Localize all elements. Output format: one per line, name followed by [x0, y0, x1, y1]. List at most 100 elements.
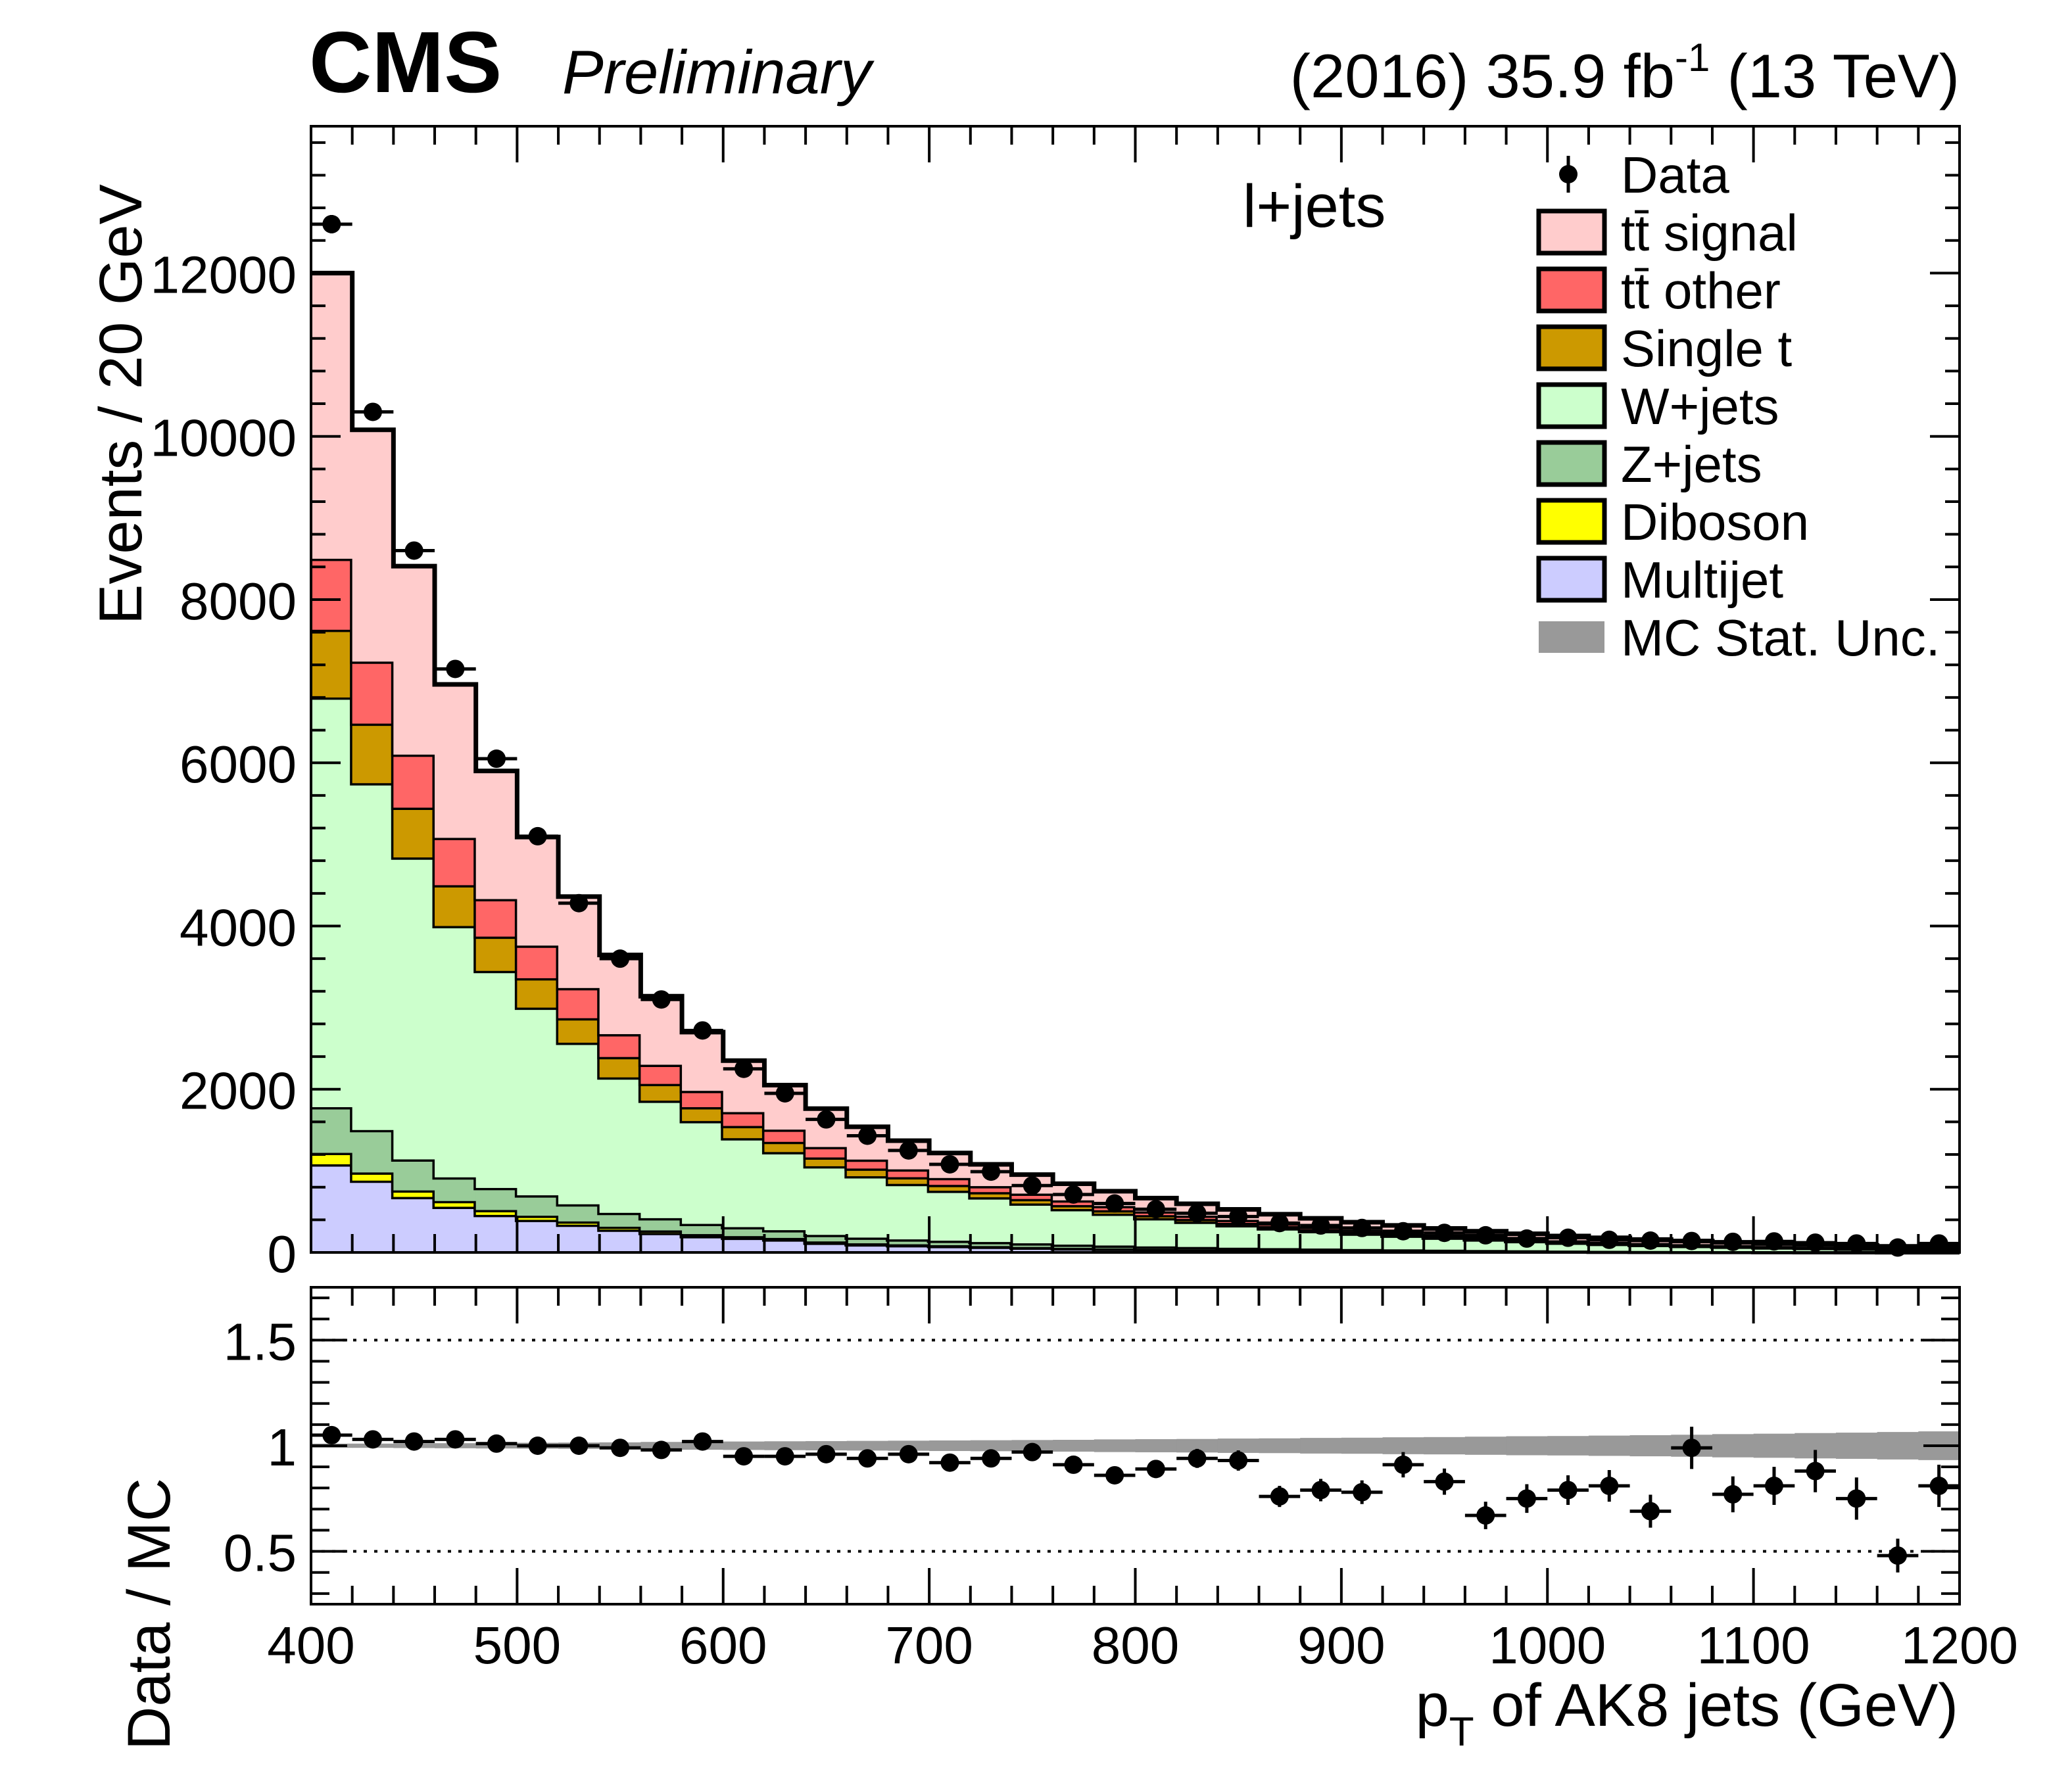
ratio-point	[1393, 1455, 1412, 1474]
diboson-bar	[475, 1210, 518, 1215]
data-point	[1188, 1204, 1207, 1223]
tt_other-bar	[929, 1177, 971, 1185]
ratio-point	[1641, 1502, 1660, 1521]
unc-bin	[1588, 1435, 1631, 1456]
unc-bin	[1135, 1439, 1177, 1452]
multijet-bar	[558, 1224, 600, 1252]
data-point	[1806, 1233, 1825, 1252]
unc-bin	[1341, 1437, 1384, 1454]
ratio-point	[487, 1434, 506, 1453]
legend-swatch	[1536, 556, 1607, 603]
y-tick-label: 4000	[180, 898, 297, 957]
tt_other-bar	[682, 1091, 724, 1108]
unc-bin	[1259, 1438, 1301, 1454]
z_jets-bar	[846, 1237, 889, 1244]
unc-bin	[1464, 1437, 1507, 1455]
w_jets-bar	[1464, 1239, 1507, 1250]
legend-label: MC Stat. Unc.	[1621, 609, 1940, 667]
y-tick-label: 8000	[180, 572, 297, 630]
legend-entry-w_jets: W+jets	[1536, 377, 1779, 435]
data-point	[1847, 1234, 1866, 1253]
data-point	[1311, 1216, 1330, 1235]
ratio-point	[1146, 1460, 1165, 1479]
tt_signal-bar	[517, 837, 559, 946]
tt_signal-bar	[435, 684, 477, 838]
data-point	[817, 1110, 836, 1129]
ratio-point	[1353, 1483, 1372, 1502]
w_jets-bar	[970, 1197, 1013, 1243]
w_jets-bar	[1094, 1214, 1136, 1246]
ratio-point	[1806, 1462, 1825, 1481]
ratio-point	[1311, 1481, 1330, 1500]
multijet-bar	[888, 1245, 930, 1252]
unc-bin	[1053, 1440, 1095, 1452]
data-point	[899, 1141, 918, 1160]
single_t-bar	[599, 1057, 641, 1078]
legend-swatch	[1536, 266, 1607, 314]
ratio-point	[1558, 1481, 1578, 1500]
ratio-point	[735, 1447, 754, 1466]
legend-label: Multijet	[1621, 551, 1783, 609]
data-point	[1600, 1230, 1619, 1249]
w_jets-bar	[435, 926, 477, 1177]
multijet-bar	[393, 1197, 435, 1252]
ratio-y-axis-title: Data / MC	[116, 1478, 183, 1750]
channel-label: l+jets	[1243, 173, 1385, 240]
diboson-bar	[435, 1201, 477, 1207]
legend-entry-z_jets: Z+jets	[1536, 435, 1762, 493]
data-point	[528, 826, 547, 845]
w_jets-bar	[1341, 1233, 1384, 1249]
w_jets-bar	[558, 1042, 600, 1204]
ratio-point	[982, 1449, 1001, 1468]
tt_other-bar	[640, 1064, 683, 1084]
data-point	[1229, 1207, 1248, 1226]
single_t-bar	[475, 936, 518, 971]
ratio-point	[1764, 1477, 1783, 1496]
ratio-point	[1476, 1506, 1495, 1525]
data-point	[1764, 1232, 1783, 1251]
z_jets-bar	[640, 1218, 683, 1231]
unc-bin	[1877, 1432, 1919, 1460]
unc-bin	[1094, 1439, 1136, 1452]
multijet-bar	[1011, 1247, 1053, 1252]
data-point	[982, 1162, 1001, 1181]
unc-bin	[929, 1440, 971, 1452]
data-point	[775, 1083, 794, 1103]
legend-label: Single t	[1621, 320, 1792, 377]
legend-label: Data	[1621, 146, 1729, 204]
tt_signal-bar	[475, 771, 518, 899]
w_jets-bar	[846, 1176, 889, 1238]
lumi-label: (2016) 35.9 fb-1 (13 TeV)	[1290, 36, 1960, 110]
legend-swatch	[1539, 621, 1604, 653]
w_jets-bar	[1135, 1218, 1177, 1247]
z_jets-bar	[764, 1230, 806, 1238]
legend-entry-data: Data	[1559, 146, 1729, 204]
data-point	[1393, 1222, 1412, 1241]
data-point	[1888, 1238, 1907, 1257]
w_jets-bar	[640, 1101, 683, 1218]
ratio-point	[1723, 1485, 1743, 1504]
single_t-bar	[682, 1107, 724, 1122]
multijet-bar	[599, 1229, 641, 1252]
data-point	[940, 1154, 959, 1174]
legend-swatch	[1536, 324, 1607, 371]
legend-label: Diboson	[1621, 493, 1809, 551]
unc-bin	[1382, 1437, 1424, 1454]
w_jets-bar	[888, 1183, 930, 1240]
tt_signal-bar	[599, 955, 641, 1034]
data-point	[1435, 1224, 1454, 1243]
tt_other-bar	[806, 1147, 848, 1158]
z_jets-bar	[682, 1224, 724, 1235]
multijet-bar	[723, 1237, 765, 1252]
tt_signal-bar	[393, 566, 435, 755]
w_jets-bar	[1053, 1208, 1095, 1245]
tt_signal-bar	[682, 1032, 724, 1091]
w_jets-bar	[1176, 1222, 1218, 1247]
ratio-point	[1888, 1546, 1907, 1565]
ratio-point	[1064, 1455, 1083, 1474]
data-point	[1353, 1218, 1372, 1237]
z_jets-bar	[558, 1204, 600, 1222]
top-y-axis-title: Events / 20 GeV	[87, 184, 155, 625]
data-point	[1064, 1185, 1083, 1204]
